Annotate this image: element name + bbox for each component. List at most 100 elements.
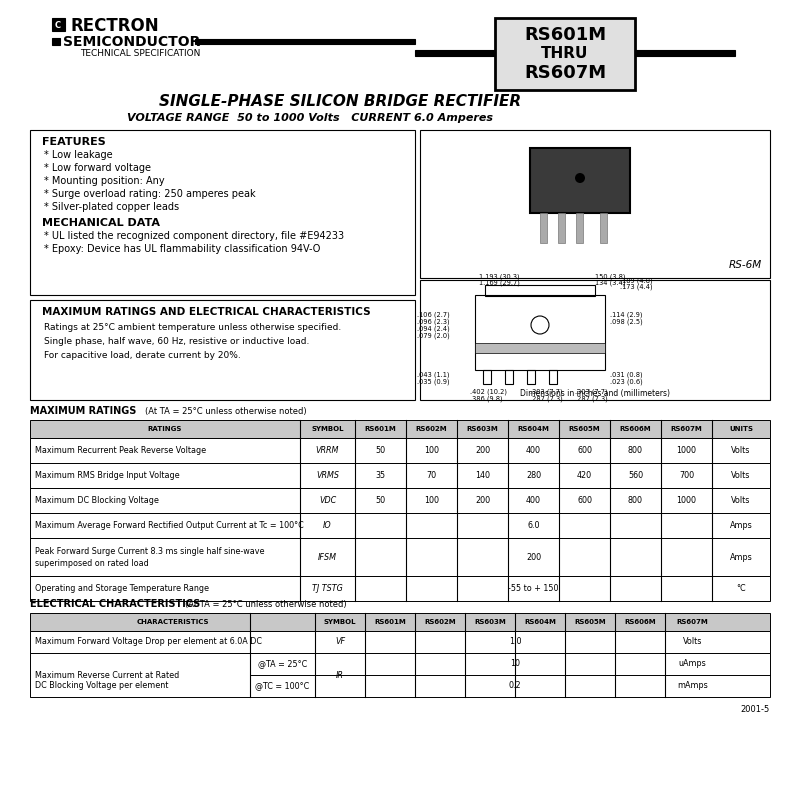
Text: Amps: Amps — [730, 521, 752, 530]
Text: 600: 600 — [577, 496, 592, 505]
Bar — [415, 50, 495, 56]
Text: RS607M: RS607M — [670, 426, 702, 432]
Bar — [475, 343, 605, 353]
Text: .106 (2.7): .106 (2.7) — [417, 312, 450, 318]
Text: * UL listed the recognized component directory, file #E94233: * UL listed the recognized component dir… — [44, 231, 344, 241]
Text: 200: 200 — [475, 496, 490, 505]
Bar — [30, 631, 770, 653]
Text: 800: 800 — [628, 446, 643, 455]
Text: 70: 70 — [426, 471, 437, 480]
Text: 2001-5: 2001-5 — [741, 705, 770, 714]
Text: RS607M: RS607M — [524, 64, 606, 82]
Text: @TA = 25°C: @TA = 25°C — [258, 659, 307, 669]
Text: .287 (7.3): .287 (7.3) — [575, 395, 608, 402]
Text: * Surge overload rating: 250 amperes peak: * Surge overload rating: 250 amperes pea… — [44, 189, 256, 199]
Bar — [30, 130, 415, 295]
Text: RS605M: RS605M — [574, 619, 606, 625]
Text: 140: 140 — [475, 471, 490, 480]
Text: Maximum RMS Bridge Input Voltage: Maximum RMS Bridge Input Voltage — [35, 471, 180, 480]
Text: mAmps: mAmps — [677, 682, 708, 690]
Text: 420: 420 — [577, 471, 592, 480]
Text: RS606M: RS606M — [620, 426, 651, 432]
Text: Volts: Volts — [731, 496, 750, 505]
Text: .079 (2.0): .079 (2.0) — [417, 333, 450, 339]
Text: 280: 280 — [526, 471, 541, 480]
Text: 1.193 (30.3): 1.193 (30.3) — [479, 274, 520, 280]
Text: C: C — [55, 21, 61, 30]
Text: * Mounting position: Any: * Mounting position: Any — [44, 176, 165, 186]
Text: DC Blocking Voltage per element: DC Blocking Voltage per element — [35, 682, 168, 690]
Bar — [30, 513, 770, 538]
Bar — [635, 50, 735, 56]
Text: SINGLE-PHASE SILICON BRIDGE RECTIFIER: SINGLE-PHASE SILICON BRIDGE RECTIFIER — [159, 94, 521, 110]
Text: RS-6M: RS-6M — [729, 260, 762, 270]
Text: * Low leakage: * Low leakage — [44, 150, 113, 160]
Text: SEMICONDUCTOR: SEMICONDUCTOR — [63, 35, 200, 49]
Text: @TC = 100°C: @TC = 100°C — [255, 682, 310, 690]
Text: Dimensions in inches and (millimeters): Dimensions in inches and (millimeters) — [520, 389, 670, 398]
Text: 50: 50 — [375, 496, 386, 505]
Text: 134 (3.4): 134 (3.4) — [595, 280, 626, 286]
Text: 1.169 (29.7): 1.169 (29.7) — [479, 280, 520, 286]
Text: Maximum Reverse Current at Rated: Maximum Reverse Current at Rated — [35, 670, 179, 679]
Text: CHARACTERISTICS: CHARACTERISTICS — [136, 619, 209, 625]
Text: .094 (2.4): .094 (2.4) — [417, 326, 450, 332]
Text: UNITS: UNITS — [729, 426, 753, 432]
Text: 50: 50 — [375, 446, 386, 455]
Text: 800: 800 — [628, 496, 643, 505]
Text: Amps: Amps — [730, 553, 752, 562]
Text: .098 (2.5): .098 (2.5) — [610, 318, 642, 326]
Text: 600: 600 — [577, 446, 592, 455]
Text: IFSM: IFSM — [318, 553, 337, 562]
Text: °C: °C — [736, 584, 746, 593]
Text: .287 (7.3): .287 (7.3) — [530, 395, 562, 402]
Text: .303 (7.7): .303 (7.7) — [575, 389, 608, 395]
Text: RS605M: RS605M — [569, 426, 600, 432]
Bar — [195, 39, 415, 44]
Text: .189 (4.8): .189 (4.8) — [620, 278, 653, 284]
Text: Maximum Average Forward Rectified Output Current at Tc = 100°C: Maximum Average Forward Rectified Output… — [35, 521, 304, 530]
Bar — [505, 370, 513, 384]
Text: RATINGS: RATINGS — [148, 426, 182, 432]
Bar — [483, 370, 491, 384]
Text: VRMS: VRMS — [316, 471, 339, 480]
Text: RS607M: RS607M — [677, 619, 708, 625]
Bar — [530, 148, 630, 213]
Text: .043 (1.1): .043 (1.1) — [417, 372, 450, 378]
Text: uAmps: uAmps — [678, 659, 706, 669]
Text: TJ TSTG: TJ TSTG — [312, 584, 343, 593]
Text: VF: VF — [335, 638, 345, 646]
Text: FEATURES: FEATURES — [42, 137, 106, 147]
Text: MECHANICAL DATA: MECHANICAL DATA — [42, 218, 160, 228]
Text: 400: 400 — [526, 446, 541, 455]
Text: MAXIMUM RATINGS AND ELECTRICAL CHARACTERISTICS: MAXIMUM RATINGS AND ELECTRICAL CHARACTER… — [42, 307, 370, 317]
Text: Peak Forward Surge Current 8.3 ms single half sine-wave: Peak Forward Surge Current 8.3 ms single… — [35, 546, 265, 555]
Text: .035 (0.9): .035 (0.9) — [417, 378, 450, 386]
Text: RS601M: RS601M — [365, 426, 396, 432]
Bar — [30, 300, 415, 400]
Bar — [30, 613, 770, 631]
Text: * Low forward voltage: * Low forward voltage — [44, 163, 151, 173]
Text: RS602M: RS602M — [424, 619, 456, 625]
Text: .402 (10.2): .402 (10.2) — [470, 389, 507, 395]
Text: MAXIMUM RATINGS: MAXIMUM RATINGS — [30, 406, 136, 416]
Bar — [30, 488, 770, 513]
Text: 1.0: 1.0 — [509, 638, 522, 646]
Bar — [52, 18, 65, 31]
Text: .023 (0.6): .023 (0.6) — [610, 378, 642, 386]
Text: .303 (7.7): .303 (7.7) — [530, 389, 562, 395]
Text: Maximum Recurrent Peak Reverse Voltage: Maximum Recurrent Peak Reverse Voltage — [35, 446, 206, 455]
Text: .386 (9.8): .386 (9.8) — [470, 395, 502, 402]
Text: RS603M: RS603M — [474, 619, 506, 625]
Text: 1000: 1000 — [677, 496, 697, 505]
Text: RS602M: RS602M — [416, 426, 447, 432]
Text: Single phase, half wave, 60 Hz, resistive or inductive load.: Single phase, half wave, 60 Hz, resistiv… — [44, 338, 310, 346]
Text: 400: 400 — [526, 496, 541, 505]
Text: RS604M: RS604M — [518, 426, 550, 432]
Text: IO: IO — [323, 521, 332, 530]
Text: (At TA = 25°C unless otherwise noted): (At TA = 25°C unless otherwise noted) — [185, 600, 346, 609]
Bar — [475, 295, 605, 370]
Text: ELECTRICAL CHARACTERISTICS: ELECTRICAL CHARACTERISTICS — [30, 599, 200, 609]
Text: 100: 100 — [424, 446, 439, 455]
Text: 200: 200 — [475, 446, 490, 455]
